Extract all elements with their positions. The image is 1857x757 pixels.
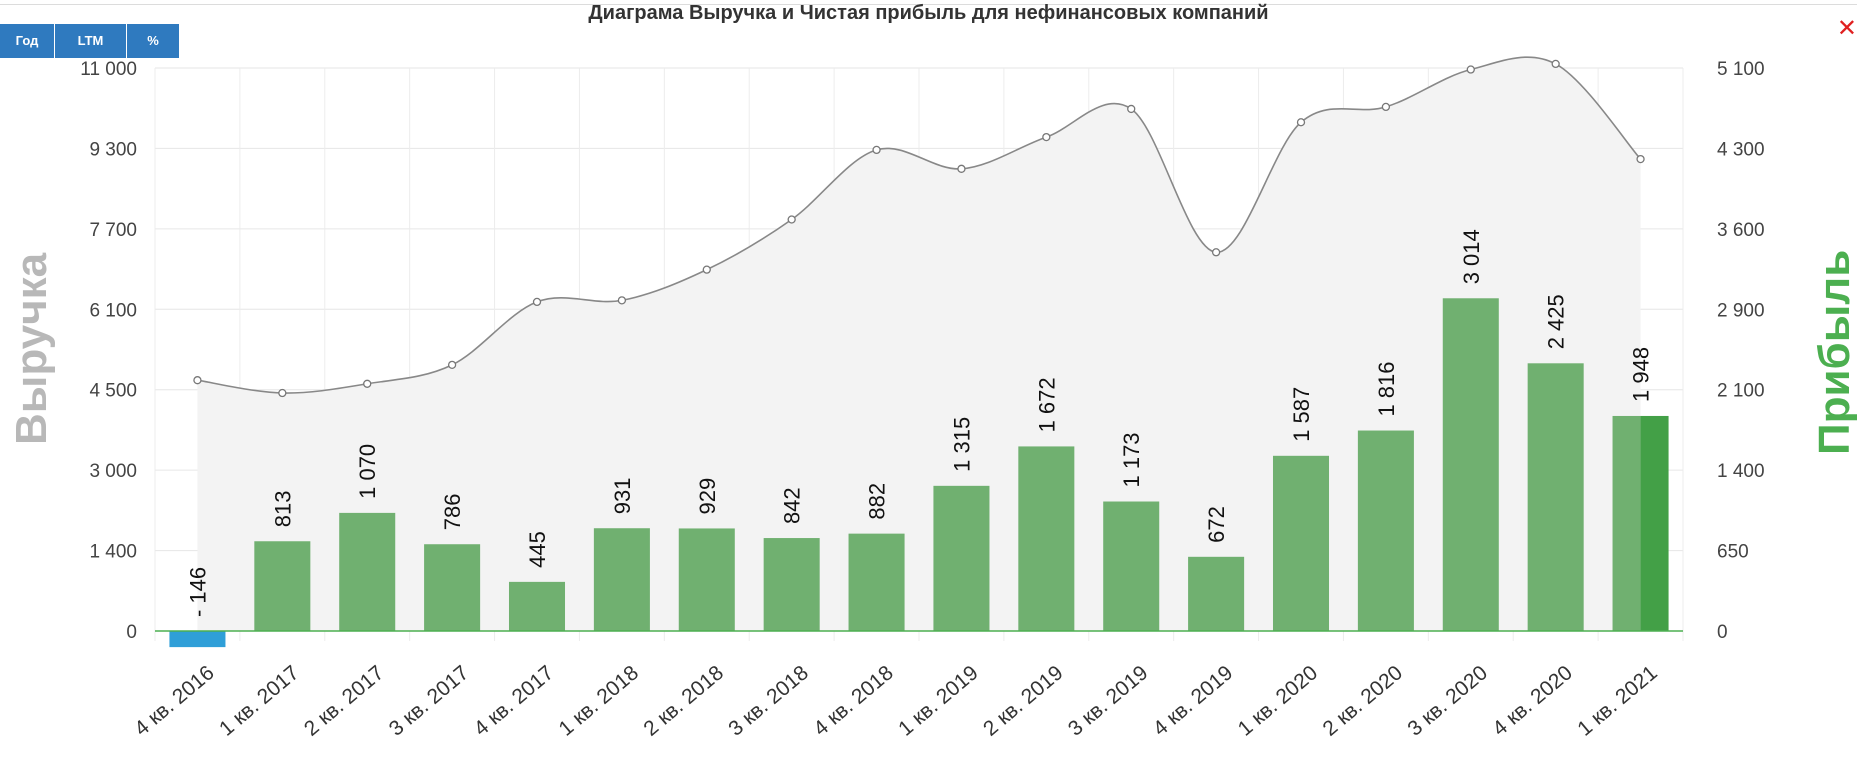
x-tick-label: 1 кв. 2017	[215, 661, 304, 740]
x-tick-label: 2 кв. 2020	[1319, 661, 1408, 740]
x-tick-label: 4 кв. 2018	[809, 661, 898, 740]
y-tick-label: 3 000	[89, 461, 137, 482]
revenue-marker	[1296, 118, 1306, 127]
profit-bar	[169, 631, 226, 648]
y2-tick-label: 3 600	[1717, 220, 1765, 241]
profit-data-label: 1 672	[1034, 377, 1059, 432]
profit-bar	[848, 533, 905, 631]
revenue-marker	[872, 145, 881, 155]
x-tick-label: 1 кв. 2018	[555, 661, 644, 740]
revenue-marker	[193, 376, 202, 385]
x-tick-label: 1 кв. 2020	[1234, 661, 1323, 740]
revenue-marker	[1211, 248, 1221, 257]
profit-bar	[1357, 430, 1414, 631]
profit-bar-highlight	[1640, 415, 1669, 631]
y2-tick-label: 5 100	[1717, 59, 1765, 80]
revenue-marker	[532, 297, 542, 307]
y-tick-label: 7 700	[89, 220, 137, 241]
y2-tick-label: 650	[1717, 542, 1749, 563]
profit-bar	[1612, 415, 1641, 631]
profit-data-label: 1 173	[1119, 432, 1144, 487]
revenue-marker	[1042, 132, 1051, 142]
revenue-marker	[447, 360, 457, 370]
profit-data-label: 1 315	[949, 417, 974, 472]
revenue-marker	[1127, 104, 1136, 114]
x-tick-label: 3 кв. 2019	[1064, 661, 1153, 740]
x-tick-label: 2 кв. 2018	[639, 661, 728, 740]
profit-data-label: 1 587	[1289, 387, 1314, 442]
y2-tick-label: 0	[1717, 622, 1728, 643]
profit-data-label: 1 070	[355, 444, 380, 499]
profit-bar	[424, 544, 481, 631]
revenue-marker	[278, 388, 287, 398]
revenue-marker	[617, 296, 627, 305]
chart-title: Диаграма Выручка и Чистая прибыль для не…	[588, 2, 1269, 24]
y-tick-label: 4 500	[89, 381, 137, 402]
profit-bar	[593, 528, 650, 631]
profit-data-label: 882	[865, 483, 890, 520]
profit-data-label: 3 014	[1459, 229, 1484, 284]
x-tick-label: 2 кв. 2017	[300, 661, 389, 740]
y-tick-label: 6 100	[89, 300, 137, 321]
x-tick-label: 1 кв. 2019	[894, 661, 983, 740]
x-tick-label: 3 кв. 2017	[385, 661, 474, 740]
x-tick-label: 4 кв. 2016	[130, 661, 219, 740]
profit-data-label: 842	[780, 487, 805, 524]
top-divider	[0, 4, 1857, 5]
x-tick-label: 3 кв. 2018	[724, 661, 813, 740]
y-tick-label: 11 000	[80, 59, 137, 80]
profit-bar	[1442, 298, 1499, 631]
profit-bar	[339, 512, 396, 631]
profit-data-label: 929	[695, 478, 720, 515]
y-tick-label: 0	[126, 622, 137, 643]
x-tick-label: 3 кв. 2020	[1403, 661, 1492, 740]
revenue-marker	[1381, 102, 1391, 112]
profit-bar	[763, 538, 820, 631]
x-tick-label: 4 кв. 2017	[470, 661, 559, 740]
profit-bar	[254, 541, 311, 631]
revenue-marker	[787, 215, 796, 224]
profit-bar	[1527, 363, 1584, 631]
x-tick-label: 4 кв. 2020	[1488, 661, 1577, 740]
revenue-marker	[1551, 59, 1560, 69]
x-tick-label: 1 кв. 2021	[1573, 661, 1662, 740]
year-button[interactable]: Год	[0, 24, 55, 58]
revenue-marker	[957, 164, 966, 173]
percent-button[interactable]: %	[127, 24, 180, 58]
profit-data-label: 1 948	[1629, 347, 1654, 402]
profit-data-label: 931	[610, 478, 635, 515]
profit-data-label: 2 425	[1544, 294, 1569, 349]
profit-data-label: 672	[1204, 506, 1229, 543]
profit-bar	[1018, 446, 1075, 631]
profit-data-label: 445	[525, 531, 550, 568]
y-tick-label: 9 300	[89, 139, 137, 160]
profit-bar	[1272, 455, 1330, 631]
profit-data-label: 786	[440, 494, 465, 531]
revenue-marker	[1636, 154, 1645, 164]
close-icon[interactable]: ✕	[1836, 15, 1857, 42]
period-toolbar: Год LTM %	[0, 24, 180, 58]
revenue-marker	[1466, 65, 1475, 74]
y2-tick-label: 4 300	[1717, 139, 1765, 160]
y2-tick-label: 2 900	[1717, 300, 1765, 321]
profit-bar	[933, 485, 990, 631]
profit-data-label: 813	[270, 491, 295, 528]
x-tick-label: 2 кв. 2019	[979, 661, 1068, 740]
x-tick-label: 4 кв. 2019	[1149, 661, 1238, 740]
y2-tick-label: 2 100	[1717, 381, 1765, 402]
y2-tick-label: 1 400	[1717, 461, 1765, 482]
revenue-marker	[702, 265, 711, 274]
profit-bar	[678, 528, 735, 631]
profit-data-label: 1 816	[1374, 361, 1399, 416]
revenue-marker	[363, 379, 372, 388]
profit-bar	[508, 581, 566, 631]
profit-data-label: - 146	[185, 567, 210, 617]
profit-bar	[1188, 556, 1245, 631]
y-tick-label: 1 400	[89, 542, 137, 563]
profit-bar	[1103, 501, 1160, 631]
ltm-button[interactable]: LTM	[55, 24, 127, 58]
